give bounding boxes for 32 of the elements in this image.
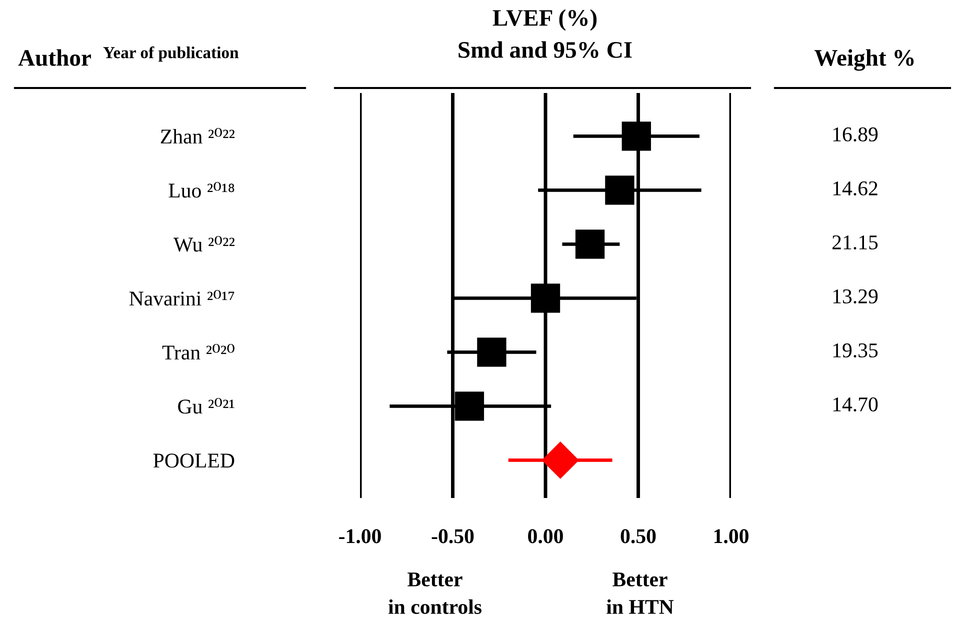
text: 19.35 [833,343,878,358]
point [605,176,634,205]
x-tick-label: 1.00 [714,529,748,544]
y-tick-label: POOLED [153,454,234,468]
text: Better in controls [388,572,482,614]
y-tick-label: Zhan ²⁰²² [160,128,235,144]
y-tick-label: Luo ²⁰¹⁸ [168,182,234,198]
x-tick-label: 0.00 [528,529,563,544]
text: 16.89 [833,127,878,142]
chart-title: LVEF (%) [492,9,597,31]
y-tick-label: Wu ²⁰²² [173,236,235,252]
x-tick-label: -1.00 [339,529,381,544]
text: 13.29 [833,289,878,304]
x-tick-label: 0.50 [620,529,656,544]
x-tick-label: -0.50 [432,529,474,544]
text: 21.15 [832,235,878,250]
chart-subtitle: Smd and 95% CI [458,41,632,58]
point [575,230,605,259]
point [477,338,506,367]
text: Author [18,49,91,66]
y-tick-label: Tran ²⁰²⁰ [162,344,234,360]
point [622,122,651,151]
y-tick-label: Gu ²⁰²¹ [178,398,234,414]
text: 14.62 [833,181,878,196]
y-tick-label: Navarini ²⁰¹⁷ [129,290,234,306]
point [530,284,560,313]
point [454,392,484,421]
point [542,442,579,479]
text: Better in HTN [606,572,674,614]
text: 14.70 [833,397,878,412]
text: Year of publication [103,46,239,62]
text: Weight % [814,49,914,71]
